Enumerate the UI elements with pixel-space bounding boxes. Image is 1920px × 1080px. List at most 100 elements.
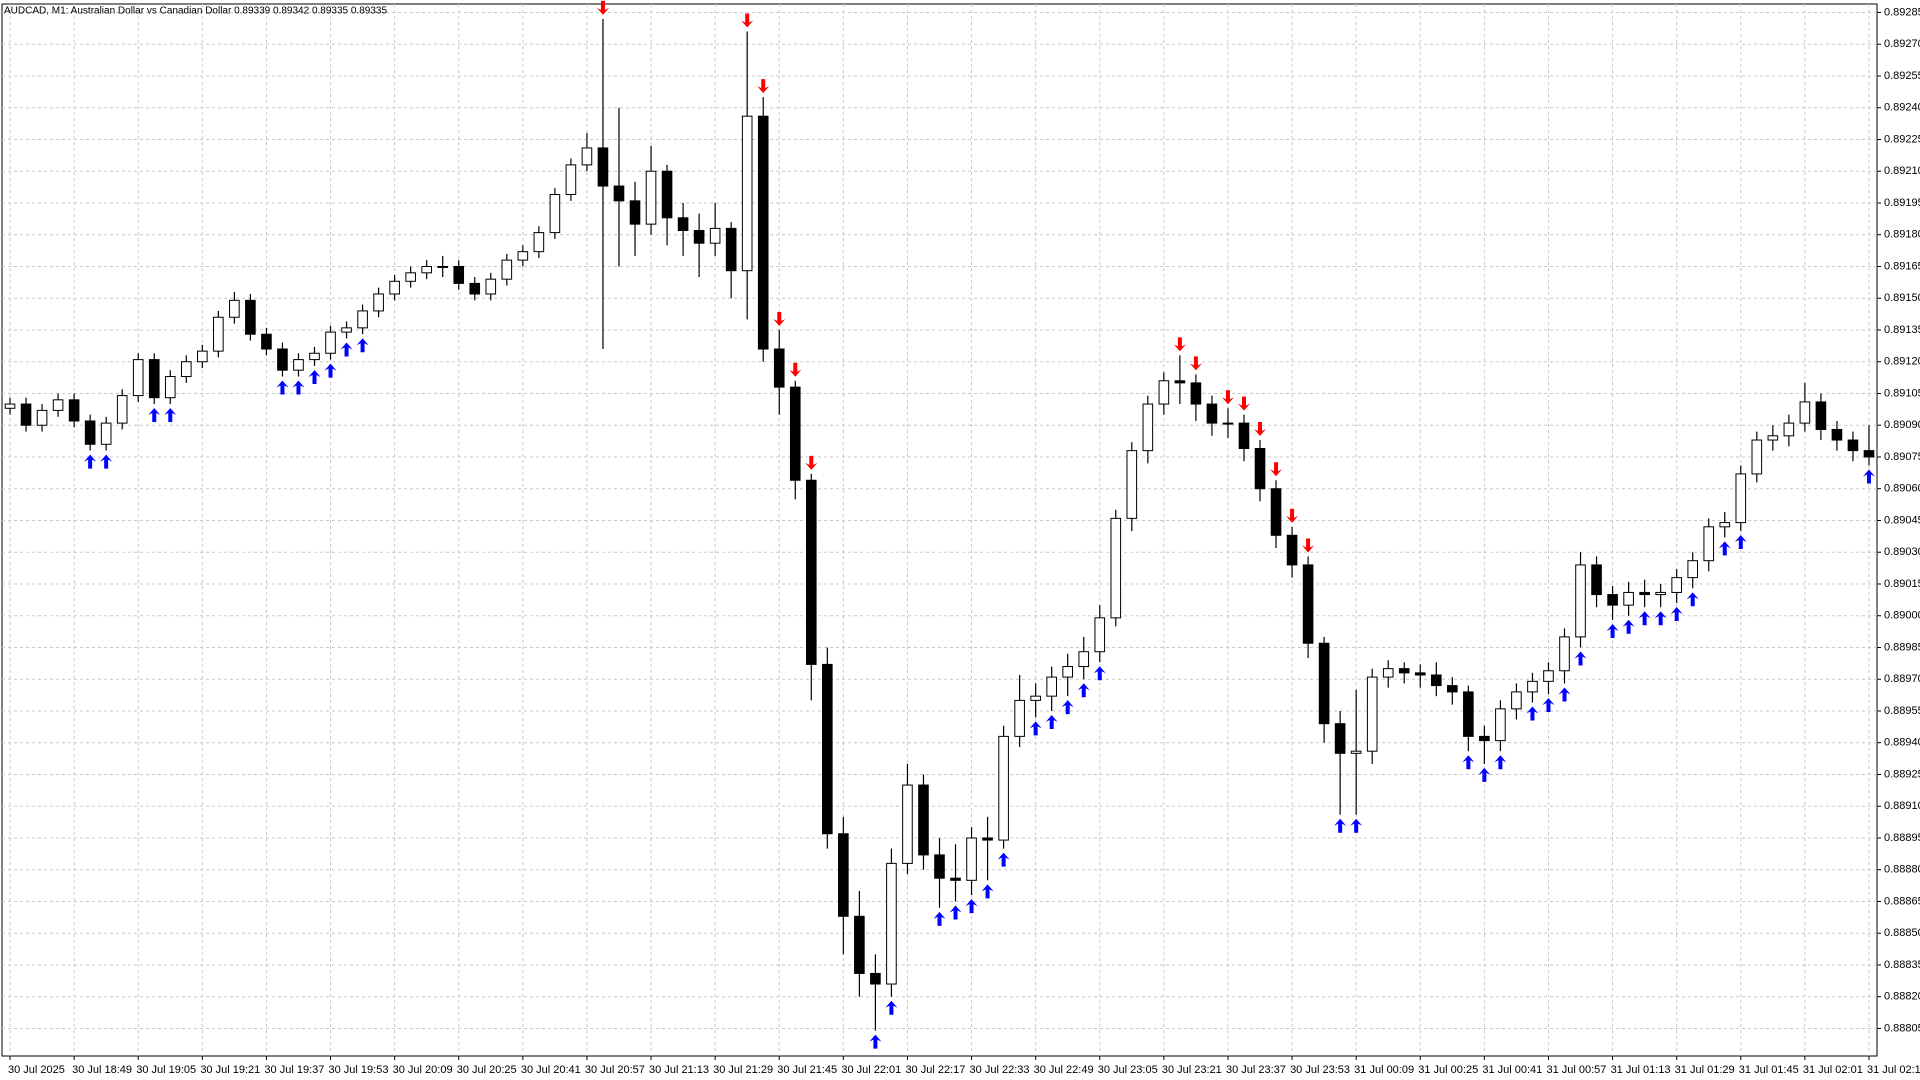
candle-body	[341, 327, 352, 333]
candle-body	[293, 359, 304, 371]
candle-body	[966, 837, 977, 881]
candle-body	[229, 299, 240, 318]
y-tick-label: 0.89135	[1884, 324, 1920, 336]
candle-body	[180, 361, 192, 378]
candle-body	[1783, 422, 1795, 437]
buy-arrow	[1606, 623, 1619, 638]
candle-body	[789, 386, 801, 481]
y-tick-label: 0.89105	[1884, 387, 1920, 399]
candle-body	[1158, 380, 1170, 405]
buy-arrow	[933, 911, 946, 926]
candle-body	[1799, 401, 1811, 424]
buy-arrow	[1045, 714, 1058, 729]
candle-body	[405, 272, 416, 282]
x-tick-label: 31 Jul 00:41	[1482, 1064, 1542, 1076]
candle-body	[1142, 403, 1154, 452]
candle-body	[1847, 439, 1859, 452]
buy-arrow	[1574, 651, 1587, 666]
buy-arrow	[1350, 818, 1363, 833]
buy-arrow	[1478, 767, 1491, 782]
candle-body	[1286, 534, 1298, 566]
x-tick-label: 30 Jul 2025	[8, 1064, 65, 1076]
candle-body	[934, 854, 945, 879]
x-tick-label: 30 Jul 19:53	[329, 1064, 389, 1076]
buy-arrow	[869, 1034, 882, 1049]
candle-body	[565, 164, 577, 196]
y-tick-label: 0.89120	[1884, 356, 1920, 368]
candle-body	[757, 115, 769, 350]
y-tick-label: 0.89225	[1884, 133, 1920, 145]
candle-body	[1623, 591, 1634, 606]
candle-body	[886, 862, 897, 985]
candle-body	[1030, 695, 1041, 701]
candle-body	[1430, 674, 1442, 687]
candle-body	[213, 316, 224, 352]
sell-arrow	[1270, 462, 1283, 477]
candle-body	[421, 265, 432, 274]
x-tick-label: 30 Jul 23:05	[1098, 1064, 1158, 1076]
buy-arrow	[1542, 698, 1555, 713]
x-tick-label: 30 Jul 22:17	[905, 1064, 965, 1076]
buy-arrow	[885, 1000, 898, 1015]
chart-title: AUDCAD, M1: Australian Dollar vs Canadia…	[4, 6, 387, 17]
candle-body	[549, 194, 561, 234]
candle-body	[1302, 564, 1314, 644]
candle-body	[164, 376, 176, 399]
x-tick-label: 30 Jul 19:05	[136, 1064, 196, 1076]
candle-body	[1559, 636, 1570, 672]
candle-body	[998, 735, 1009, 841]
candle-body	[309, 352, 320, 361]
candle-body	[597, 147, 609, 187]
x-tick-label: 30 Jul 20:41	[521, 1064, 581, 1076]
x-tick-label: 30 Jul 21:13	[649, 1064, 709, 1076]
candle-body	[1062, 666, 1074, 678]
candle-body	[693, 229, 705, 244]
y-tick-label: 0.89030	[1884, 546, 1920, 558]
sell-arrow	[805, 455, 818, 470]
y-tick-label: 0.89000	[1884, 610, 1920, 622]
y-tick-label: 0.89165	[1884, 260, 1920, 272]
buy-arrow	[1093, 666, 1106, 681]
candle-body	[982, 837, 993, 841]
y-tick-label: 0.89090	[1884, 419, 1920, 431]
candle-body	[1463, 691, 1474, 737]
candle-body	[1543, 670, 1554, 682]
candle-body	[277, 348, 288, 371]
y-tick-label: 0.88865	[1884, 895, 1920, 907]
candle-body	[1447, 685, 1458, 693]
candle-body	[1655, 591, 1666, 596]
buy-arrow	[164, 408, 177, 423]
x-tick-label: 31 Jul 02:17	[1867, 1064, 1920, 1076]
x-tick-label: 30 Jul 22:33	[970, 1064, 1030, 1076]
candle-body	[517, 251, 529, 261]
y-tick-label: 0.89255	[1884, 70, 1920, 82]
candle-body	[629, 200, 641, 225]
candle-body	[4, 403, 16, 409]
buy-arrow	[1558, 687, 1571, 702]
buy-arrow	[148, 408, 161, 423]
sell-arrow	[1302, 538, 1315, 553]
sell-arrow	[1173, 337, 1186, 352]
candle-body	[1479, 735, 1490, 742]
y-tick-label: 0.89150	[1884, 292, 1920, 304]
y-tick-label: 0.88985	[1884, 641, 1920, 653]
buy-arrow	[1638, 611, 1651, 626]
candle-body	[132, 359, 144, 397]
candle-body	[1222, 422, 1234, 425]
candle-body	[1671, 577, 1682, 593]
candle-body	[1254, 448, 1266, 490]
buy-arrow	[356, 338, 369, 353]
buy-arrow	[1077, 683, 1090, 698]
candle-body	[1350, 750, 1362, 754]
candle-body	[116, 395, 128, 424]
buy-arrow	[1029, 721, 1042, 736]
candle-body	[1687, 560, 1699, 579]
candle-body	[1575, 564, 1586, 638]
candle-body	[1591, 564, 1602, 596]
y-tick-label: 0.88850	[1884, 927, 1920, 939]
buy-arrow	[340, 342, 353, 357]
candle-body	[1318, 642, 1330, 725]
y-tick-label: 0.89195	[1884, 197, 1920, 209]
